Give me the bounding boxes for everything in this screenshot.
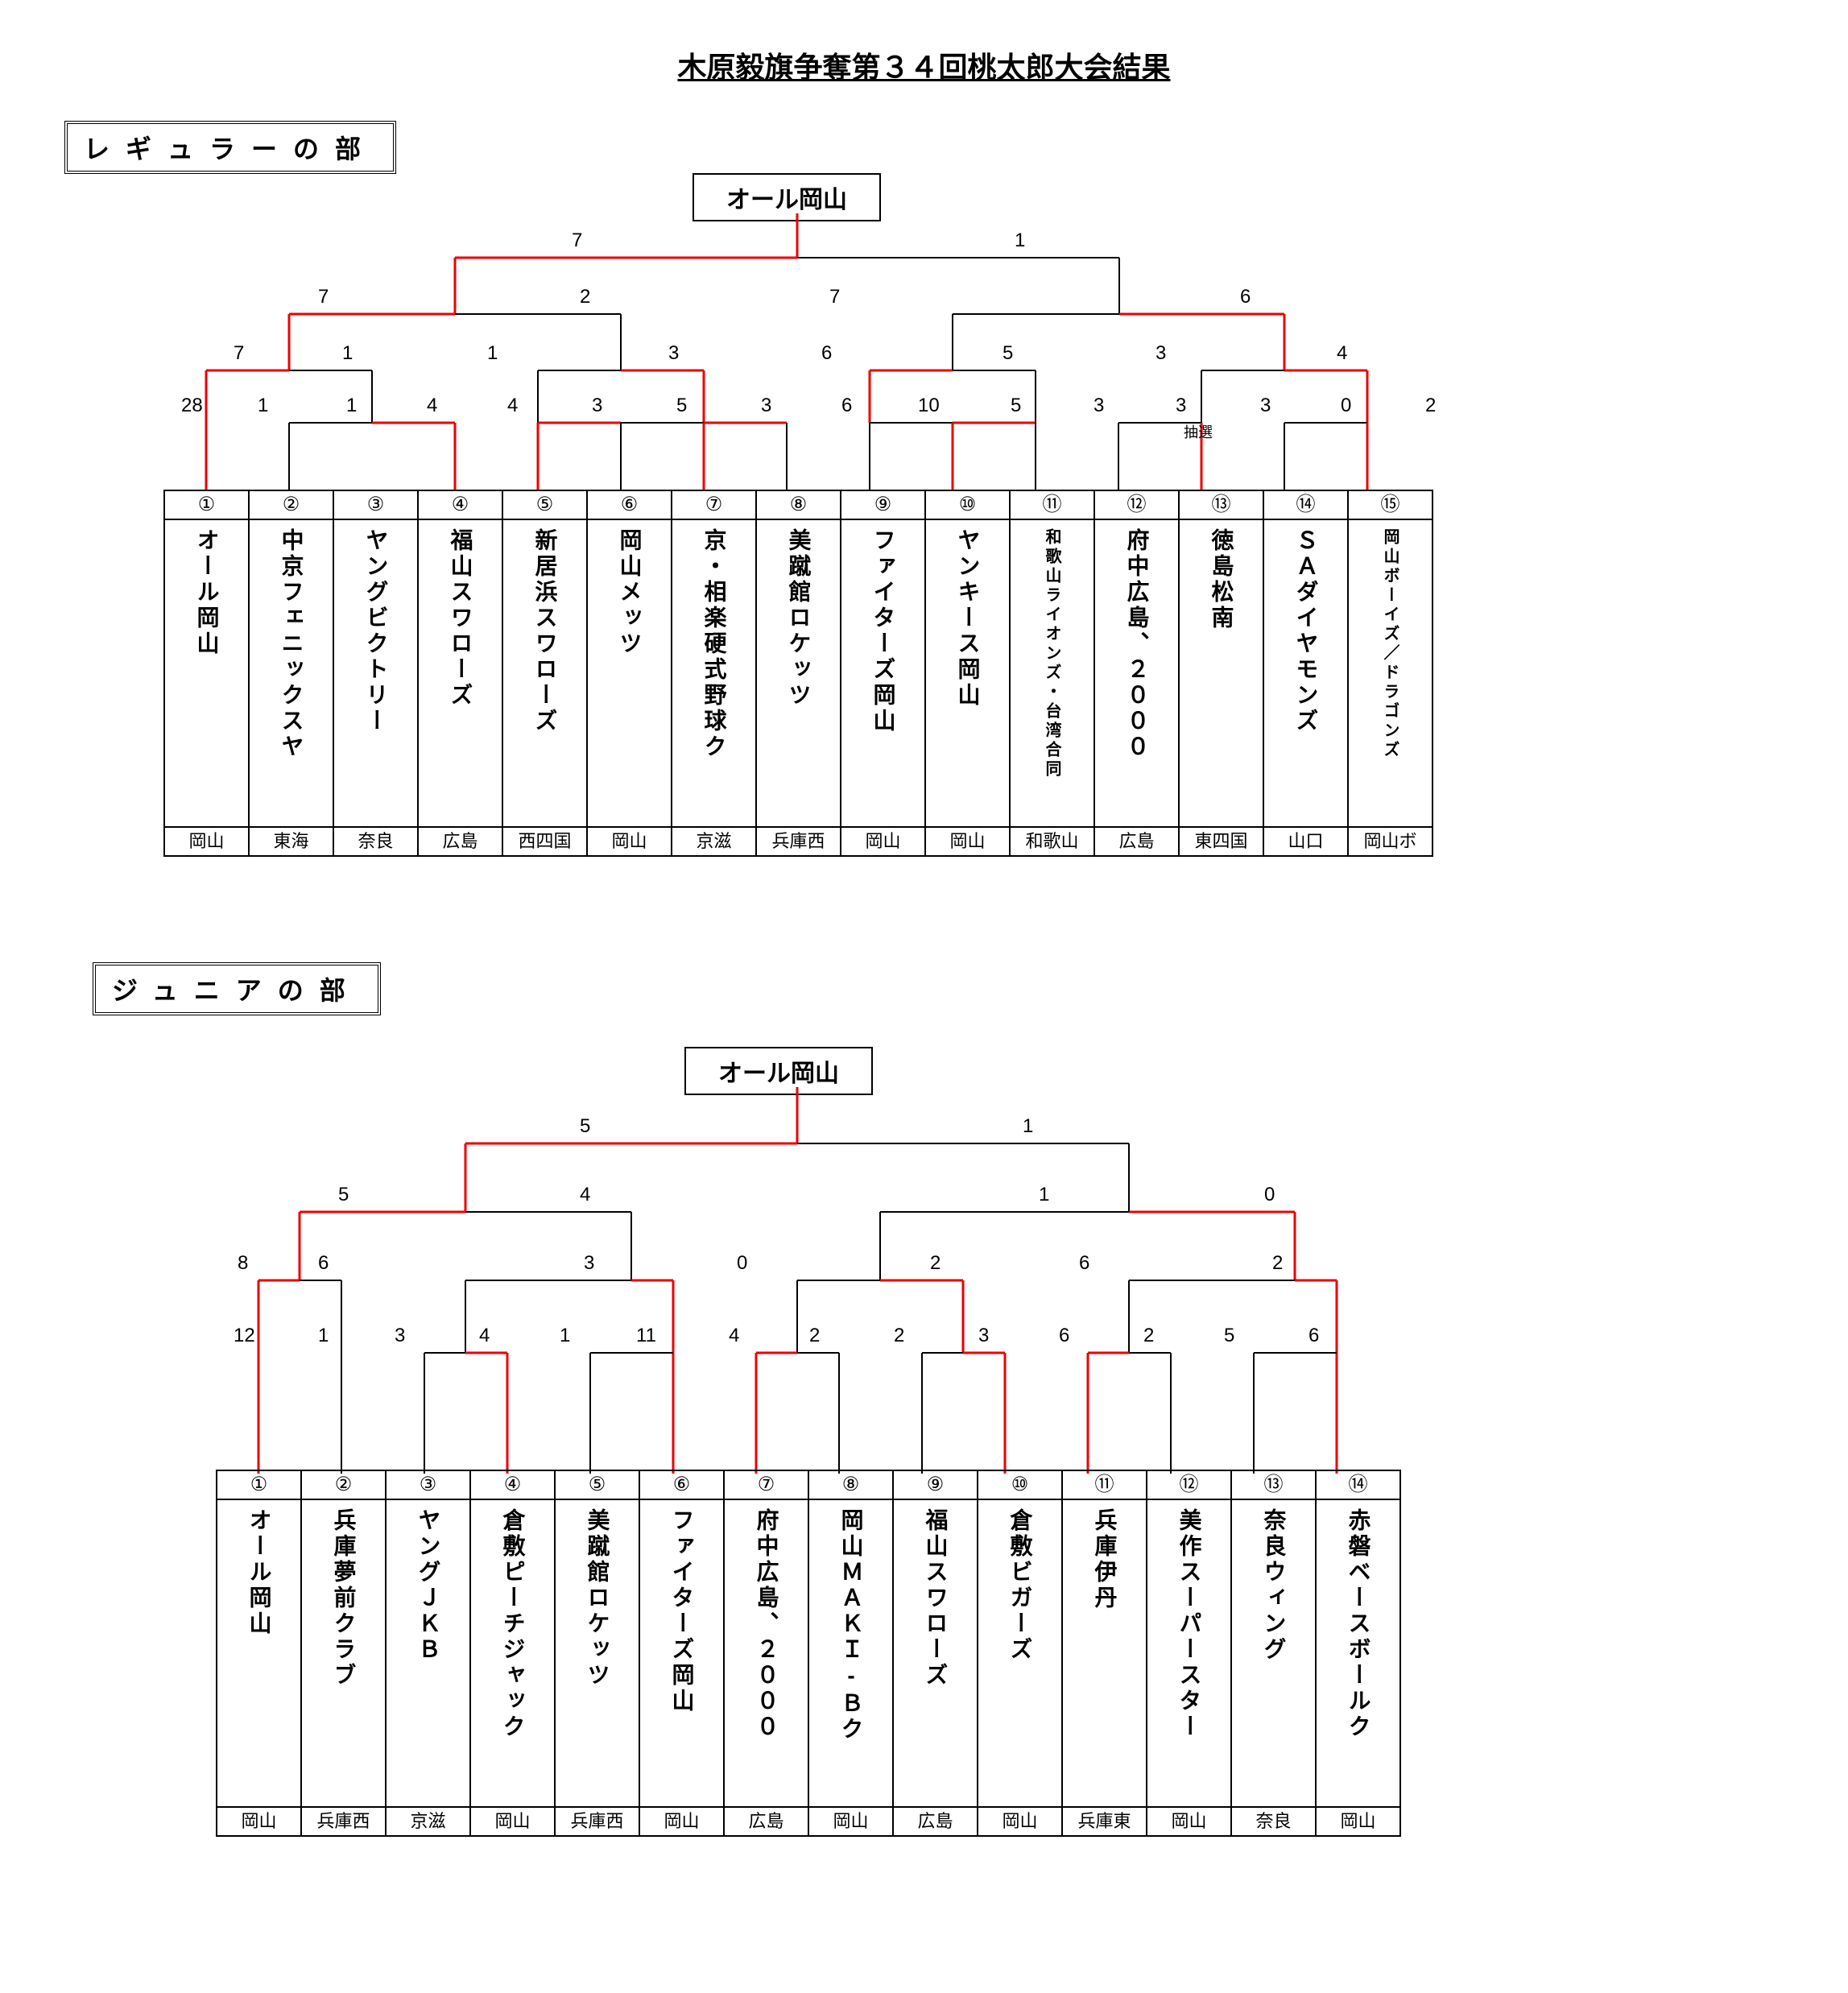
- score: 8: [238, 1252, 248, 1275]
- team-cell: ⑪和歌山ライオンズ・台湾合同和歌山: [1009, 490, 1095, 857]
- score: 11: [636, 1325, 656, 1347]
- team-cell: ⑬徳島松南東四国: [1178, 490, 1264, 857]
- team-cell: ⑨福山スワローズ広島: [892, 1470, 978, 1837]
- team-cell: ⑩倉敷ビガーズ岡山: [977, 1470, 1063, 1837]
- score: 0: [1341, 395, 1351, 417]
- team-cell: ⑥ファイターズ岡山岡山: [639, 1470, 725, 1837]
- score: 3: [395, 1325, 405, 1347]
- team-cell: ⑫美作スーパースター岡山: [1146, 1470, 1232, 1837]
- page-title: 木原毅旗争奪第３４回桃太郎大会結果: [0, 44, 1848, 86]
- team-cell: ③ヤングＪＫＢ京滋: [385, 1470, 471, 1837]
- score: 6: [1059, 1325, 1069, 1347]
- score: 10: [918, 395, 940, 417]
- team-cell: ④福山スワローズ広島: [417, 490, 503, 857]
- score: 2: [1272, 1252, 1283, 1275]
- team-cell: ①オール岡山岡山: [216, 1470, 302, 1837]
- score: 5: [338, 1184, 349, 1206]
- team-cell: ⑦京・相楽硬式野球ク京滋: [671, 490, 757, 857]
- score: 1: [1039, 1184, 1049, 1206]
- score: 4: [580, 1184, 590, 1206]
- score: 3: [978, 1325, 989, 1347]
- regular-label: レギュラーの部: [64, 121, 396, 174]
- team-cell: ①オール岡山岡山: [163, 490, 250, 857]
- score: 1: [1015, 229, 1025, 252]
- score: 1: [487, 342, 498, 365]
- regular-teams: ①オール岡山岡山②中京フェニックスヤ東海③ヤングビクトリー奈良④福山スワローズ広…: [165, 490, 1433, 857]
- score: 3: [668, 342, 679, 365]
- score: 4: [427, 395, 437, 417]
- score: 5: [1224, 1325, 1234, 1347]
- score: 2: [1425, 395, 1436, 417]
- score: 3: [1156, 342, 1166, 365]
- score: 3: [592, 395, 602, 417]
- score: 6: [841, 395, 852, 417]
- score: 12: [234, 1325, 255, 1347]
- score: 6: [1079, 1252, 1089, 1275]
- score: 7: [318, 286, 329, 308]
- score: 4: [479, 1325, 490, 1347]
- score: 5: [1003, 342, 1013, 365]
- team-cell: ⑦府中広島、２０００広島: [723, 1470, 809, 1837]
- score: 3: [1176, 395, 1186, 417]
- score: 3: [1260, 395, 1271, 417]
- score: 5: [676, 395, 687, 417]
- score: 2: [930, 1252, 941, 1275]
- team-cell: ⑧美蹴館ロケッツ兵庫西: [755, 490, 841, 857]
- score: 3: [1094, 395, 1104, 417]
- score: 1: [342, 342, 353, 365]
- score: 7: [829, 286, 840, 308]
- team-cell: ⑮岡山ボーイズ／ドラゴンズ岡山ボ: [1347, 490, 1433, 857]
- score: 3: [584, 1252, 594, 1275]
- score: 1: [258, 395, 268, 417]
- score: 2: [894, 1325, 904, 1347]
- team-cell: ④倉敷ピーチジャック岡山: [469, 1470, 556, 1837]
- team-cell: ⑭赤磐ベースボールク岡山: [1315, 1470, 1401, 1837]
- score: 6: [318, 1252, 329, 1275]
- team-cell: ⑩ヤンキース岡山岡山: [924, 490, 1011, 857]
- score: 7: [234, 342, 244, 365]
- team-cell: ⑫府中広島、２０００広島: [1094, 490, 1180, 857]
- score: 4: [1337, 342, 1347, 365]
- score: 6: [1240, 286, 1251, 308]
- score: 1: [1023, 1115, 1033, 1138]
- team-cell: ⑤新居浜スワローズ西四国: [502, 490, 588, 857]
- score: 5: [1011, 395, 1021, 417]
- score: 3: [761, 395, 771, 417]
- team-cell: ⑨ファイターズ岡山岡山: [840, 490, 926, 857]
- score: 28: [181, 395, 203, 417]
- score: 1: [346, 395, 357, 417]
- score: 5: [580, 1115, 590, 1138]
- score: 6: [1308, 1325, 1319, 1347]
- tiebreak-note: 抽選: [1184, 421, 1213, 442]
- team-cell: ⑭ＳＡダイヤモンズ山口: [1263, 490, 1349, 857]
- team-cell: ②中京フェニックスヤ東海: [248, 490, 334, 857]
- score: 7: [572, 229, 582, 252]
- score: 2: [580, 286, 590, 308]
- score: 1: [560, 1325, 570, 1347]
- score: 2: [809, 1325, 820, 1347]
- team-cell: ②兵庫夢前クラブ兵庫西: [300, 1470, 387, 1837]
- score: 4: [507, 395, 518, 417]
- team-cell: ⑥岡山メッツ岡山: [586, 490, 672, 857]
- score: 1: [318, 1325, 329, 1347]
- score: 6: [821, 342, 832, 365]
- score: 0: [1264, 1184, 1275, 1206]
- score: 0: [737, 1252, 747, 1275]
- team-cell: ⑬奈良ウィング奈良: [1230, 1470, 1317, 1837]
- junior-teams: ①オール岡山岡山②兵庫夢前クラブ兵庫西③ヤングＪＫＢ京滋④倉敷ピーチジャック岡山…: [217, 1470, 1401, 1837]
- score: 4: [729, 1325, 739, 1347]
- team-cell: ③ヤングビクトリー奈良: [333, 490, 419, 857]
- junior-bracket-svg: [213, 1087, 1405, 1474]
- team-cell: ⑧岡山ＭＡＫＩ-Ｂク岡山: [808, 1470, 894, 1837]
- team-cell: ⑪兵庫伊丹兵庫東: [1061, 1470, 1147, 1837]
- team-cell: ⑤美蹴館ロケッツ兵庫西: [554, 1470, 640, 1837]
- score: 2: [1143, 1325, 1154, 1347]
- junior-label: ジュニアの部: [93, 962, 381, 1015]
